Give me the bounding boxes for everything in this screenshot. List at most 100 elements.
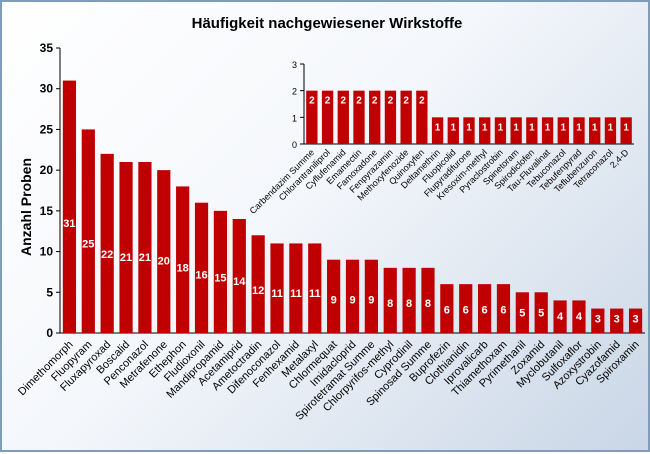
y-tick-label: 15 xyxy=(40,204,54,218)
bar-value-label: 6 xyxy=(463,304,469,316)
inset-bar xyxy=(510,117,522,144)
bar-value-label: 25 xyxy=(82,239,94,251)
bar xyxy=(81,129,95,333)
inset-y-tick-label: 0 xyxy=(292,140,297,150)
inset-bar-value-label: 1 xyxy=(576,122,582,133)
bar-value-label: 11 xyxy=(271,288,283,300)
inset-bar-value-label: 2 xyxy=(325,96,331,107)
y-tick-label: 10 xyxy=(40,245,54,259)
bar-value-label: 5 xyxy=(538,308,544,320)
bar xyxy=(496,284,511,333)
inset-bar-value-label: 2 xyxy=(309,96,315,107)
inset-category-label: 2,4-D xyxy=(608,147,631,170)
bar-value-label: 20 xyxy=(158,256,170,268)
y-tick-label: 30 xyxy=(40,82,54,96)
bar xyxy=(459,284,473,333)
inset-bar-value-label: 2 xyxy=(356,96,362,107)
inset-bar xyxy=(447,117,459,144)
bar xyxy=(327,259,341,333)
inset-bar xyxy=(620,117,632,144)
inset-bar xyxy=(479,117,491,144)
bar-value-label: 18 xyxy=(177,262,189,274)
bar xyxy=(440,284,454,333)
inset-bar-value-label: 1 xyxy=(561,122,567,133)
bar-value-label: 31 xyxy=(63,218,75,230)
inset-bar-value-label: 1 xyxy=(498,122,504,133)
inset-bar xyxy=(494,117,507,144)
inset-bar-value-label: 1 xyxy=(545,122,551,133)
bar xyxy=(628,308,643,333)
inset-bar xyxy=(416,90,428,144)
y-tick-label: 20 xyxy=(40,163,54,177)
bar-value-label: 4 xyxy=(557,311,564,323)
bar xyxy=(213,210,228,333)
bar xyxy=(176,186,190,333)
inset-bar-value-label: 1 xyxy=(466,122,472,133)
inset-y-tick-label: 1 xyxy=(292,113,297,123)
bar xyxy=(572,300,586,333)
bar-value-label: 12 xyxy=(252,285,264,297)
bar-value-label: 9 xyxy=(331,295,337,307)
inset-bar xyxy=(573,117,585,144)
inset-bar xyxy=(384,90,397,144)
bar-value-label: 11 xyxy=(309,288,321,300)
bar-value-label: 14 xyxy=(233,276,246,288)
inset-bar xyxy=(541,117,554,144)
bar-value-label: 9 xyxy=(349,295,355,307)
bar xyxy=(345,259,360,333)
bar xyxy=(591,308,605,333)
bar-value-label: 15 xyxy=(214,273,226,285)
inset-bar xyxy=(369,90,381,144)
bar-value-label: 22 xyxy=(101,249,113,261)
bar xyxy=(138,162,152,333)
inset-bar xyxy=(589,117,601,144)
bar xyxy=(534,292,548,333)
bar-value-label: 11 xyxy=(290,288,302,300)
bar xyxy=(402,267,416,333)
bar xyxy=(553,300,567,333)
inset-bar xyxy=(400,90,412,144)
inset-bar-value-label: 1 xyxy=(529,122,535,133)
bar-value-label: 3 xyxy=(595,314,601,326)
chart-title: Häufigkeit nachgewiesener Wirkstoffe xyxy=(192,15,463,32)
inset-bar-value-label: 2 xyxy=(419,96,425,107)
inset-y-tick-label: 2 xyxy=(292,87,297,97)
bar-value-label: 3 xyxy=(633,314,639,326)
bar xyxy=(308,243,322,333)
bar-value-label: 6 xyxy=(444,304,450,316)
inset-bar-value-label: 1 xyxy=(482,122,488,133)
inset-bar xyxy=(604,117,617,144)
inset-bar xyxy=(337,90,349,144)
inset-bar xyxy=(353,90,365,144)
y-tick-label: 35 xyxy=(40,41,54,55)
bar-value-label: 21 xyxy=(120,252,132,264)
inset-bar-value-label: 1 xyxy=(592,122,598,133)
bar xyxy=(62,80,77,333)
bar-value-label: 16 xyxy=(195,269,207,281)
inset-bar xyxy=(526,117,538,144)
bar-value-label: 3 xyxy=(614,314,620,326)
bar-value-label: 21 xyxy=(139,252,151,264)
inset-bar xyxy=(463,117,475,144)
bar xyxy=(477,284,492,333)
inset-y-tick-label: 3 xyxy=(292,60,297,70)
y-tick-label: 5 xyxy=(46,285,53,299)
bar-value-label: 8 xyxy=(387,298,393,310)
y-tick-label: 25 xyxy=(40,122,54,136)
bar-value-label: 9 xyxy=(368,295,374,307)
bar xyxy=(100,153,114,333)
inset-bar-value-label: 2 xyxy=(372,96,378,107)
inset-bar-value-label: 1 xyxy=(435,122,441,133)
bar xyxy=(421,267,435,333)
bar xyxy=(270,243,284,333)
inset-bar xyxy=(306,90,318,144)
bar xyxy=(289,243,303,333)
bar-value-label: 6 xyxy=(482,304,488,316)
inset-bar xyxy=(431,117,444,144)
bar xyxy=(119,162,133,333)
bar xyxy=(610,308,624,333)
bar-value-label: 4 xyxy=(576,311,583,323)
